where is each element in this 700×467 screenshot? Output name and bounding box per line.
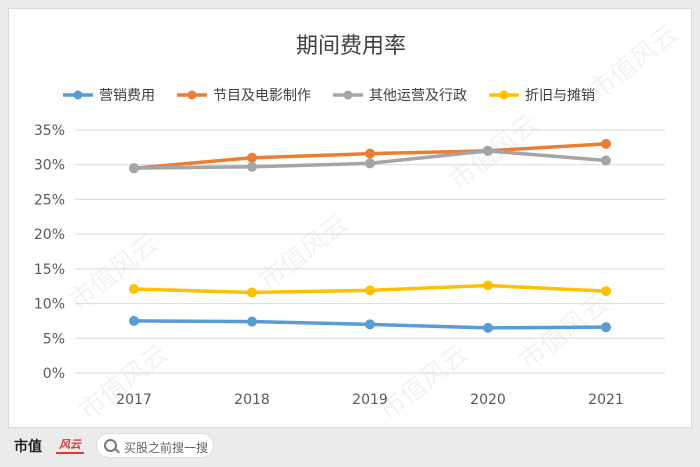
y-tick-label: 25% — [34, 192, 65, 208]
watermark-text: 市值风云 — [584, 19, 684, 107]
y-tick-label: 15% — [34, 262, 65, 278]
data-point — [483, 280, 493, 291]
data-point — [365, 148, 375, 159]
y-tick-label: 5% — [43, 331, 65, 347]
x-tick-label: 2020 — [470, 392, 506, 408]
data-point — [365, 319, 375, 330]
data-point — [247, 161, 257, 172]
data-point — [129, 163, 139, 174]
legend: 营销费用 节目及电影制作 其他运营及行政 折旧与摊销 — [63, 88, 595, 104]
watermark-text: 市值风云 — [374, 339, 474, 427]
legend-label-3: 折旧与摊销 — [525, 88, 595, 104]
watermark-text: 市值风云 — [514, 289, 614, 377]
legend-marker-3 — [499, 90, 509, 100]
data-point — [129, 315, 139, 326]
legend-label-0: 营销费用 — [99, 88, 155, 104]
y-tick-label: 20% — [34, 227, 65, 243]
search-icon — [104, 439, 117, 452]
x-tick-label: 2018 — [234, 392, 270, 408]
series-2 — [129, 145, 611, 174]
data-point — [129, 283, 139, 294]
data-point — [365, 285, 375, 296]
search-button[interactable]: 买股之前搜一搜 — [96, 433, 214, 458]
data-point — [601, 322, 611, 333]
legend-label-1: 节目及电影制作 — [213, 88, 311, 104]
data-point — [601, 286, 611, 297]
y-tick-label: 35% — [34, 123, 65, 139]
series-0 — [129, 315, 611, 333]
y-tick-label: 0% — [43, 366, 65, 382]
chart-card: 市值风云 市值风云 市值风云 市值风云 市值风云 市值风云 市值风云 期间费用率营销费用 节目及… — [8, 8, 692, 428]
y-grid: 0% 5% 10% 15% 20% 25% 30% 35% — [34, 123, 665, 382]
footer-bar: 市值 风云 买股之前搜一搜 — [0, 430, 700, 467]
data-point — [247, 287, 257, 298]
legend-marker-0 — [73, 90, 83, 100]
x-tick-label: 2019 — [352, 392, 388, 408]
x-axis: 2017 2018 2019 2020 2021 — [116, 392, 624, 408]
brand-logo-tag: 风云 — [56, 438, 84, 454]
data-point — [483, 145, 493, 156]
legend-marker-2 — [343, 90, 353, 100]
data-point — [601, 155, 611, 166]
data-point — [247, 152, 257, 163]
watermark-text: 市值风云 — [254, 209, 354, 297]
data-point — [483, 322, 493, 333]
y-tick-label: 30% — [34, 158, 65, 174]
chart-title: 期间费用率 — [296, 34, 406, 59]
brand-logo: 市值 — [14, 439, 42, 455]
data-point — [247, 316, 257, 327]
legend-label-2: 其他运营及行政 — [369, 88, 467, 104]
data-point — [365, 158, 375, 169]
search-text: 买股之前搜一搜 — [124, 441, 209, 455]
watermark-text: 市值风云 — [74, 339, 174, 427]
data-point — [601, 138, 611, 149]
series-3 — [129, 280, 611, 298]
legend-marker-1 — [187, 90, 197, 100]
y-tick-label: 10% — [34, 297, 65, 313]
x-tick-label: 2021 — [588, 392, 624, 408]
x-tick-label: 2017 — [116, 392, 152, 408]
